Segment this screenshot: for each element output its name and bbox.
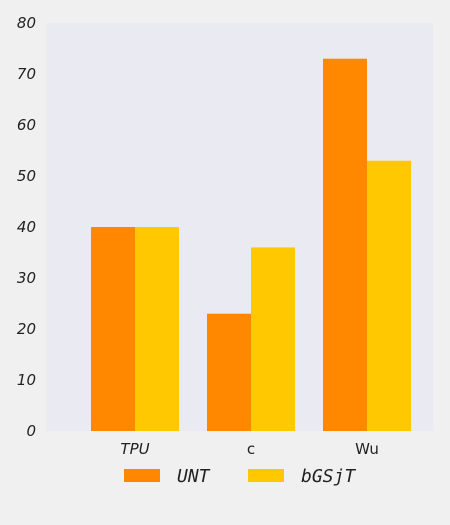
y-tick-label: 30 <box>17 269 36 287</box>
legend-swatch-UNT <box>124 469 160 482</box>
legend-label-bGSjT: bGSjT <box>301 466 356 487</box>
bar-UNT-c <box>207 313 251 431</box>
y-tick-label: 60 <box>17 116 36 134</box>
bars-group <box>91 58 411 431</box>
x-tick-label: Wu <box>355 440 379 458</box>
y-tick-label: 20 <box>17 320 36 338</box>
bar-bGSjT-c <box>251 247 295 431</box>
x-tick-label: c <box>247 440 255 458</box>
bar-UNT-Wu <box>323 58 367 431</box>
legend-swatch-bGSjT <box>248 469 284 482</box>
y-tick-label: 10 <box>17 371 36 389</box>
bar-bGSjT-Wu <box>367 160 411 431</box>
y-tick-label: 40 <box>17 218 36 236</box>
y-tick-label: 70 <box>17 65 36 83</box>
x-tick-label: TPU <box>120 440 149 458</box>
y-tick-label: 80 <box>17 14 36 32</box>
legend: UNT bGSjT <box>124 466 356 487</box>
y-tick-label: 0 <box>26 422 36 440</box>
x-axis-ticks: TPU c Wu <box>120 440 379 458</box>
bar-bGSjT-TPU <box>135 227 179 431</box>
bar-UNT-TPU <box>91 227 135 431</box>
legend-label-UNT: UNT <box>177 466 211 487</box>
y-tick-label: 50 <box>17 167 36 185</box>
y-axis-ticks: 0 10 20 30 40 50 60 70 80 <box>17 14 36 440</box>
